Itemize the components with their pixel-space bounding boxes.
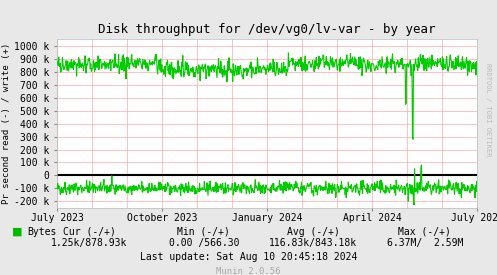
Text: Max (-/+): Max (-/+) [399, 227, 451, 237]
Text: RRDTOOL / TOBI OETIKER: RRDTOOL / TOBI OETIKER [485, 63, 491, 157]
Text: Last update: Sat Aug 10 20:45:18 2024: Last update: Sat Aug 10 20:45:18 2024 [140, 252, 357, 262]
Text: Bytes: Bytes [27, 227, 57, 237]
Text: 1.25k/878.93k: 1.25k/878.93k [51, 238, 128, 248]
Title: Disk throughput for /dev/vg0/lv-var - by year: Disk throughput for /dev/vg0/lv-var - by… [98, 23, 436, 36]
Y-axis label: Pr second read (-) / write (+): Pr second read (-) / write (+) [2, 42, 11, 204]
Text: 116.83k/843.18k: 116.83k/843.18k [269, 238, 357, 248]
Text: Avg (-/+): Avg (-/+) [287, 227, 339, 237]
Text: 6.37M/  2.59M: 6.37M/ 2.59M [387, 238, 463, 248]
Text: ■: ■ [12, 227, 23, 237]
Text: Cur (-/+): Cur (-/+) [63, 227, 116, 237]
Text: Munin 2.0.56: Munin 2.0.56 [216, 267, 281, 275]
Text: Min (-/+): Min (-/+) [177, 227, 230, 237]
Text: 0.00 /566.30: 0.00 /566.30 [168, 238, 239, 248]
